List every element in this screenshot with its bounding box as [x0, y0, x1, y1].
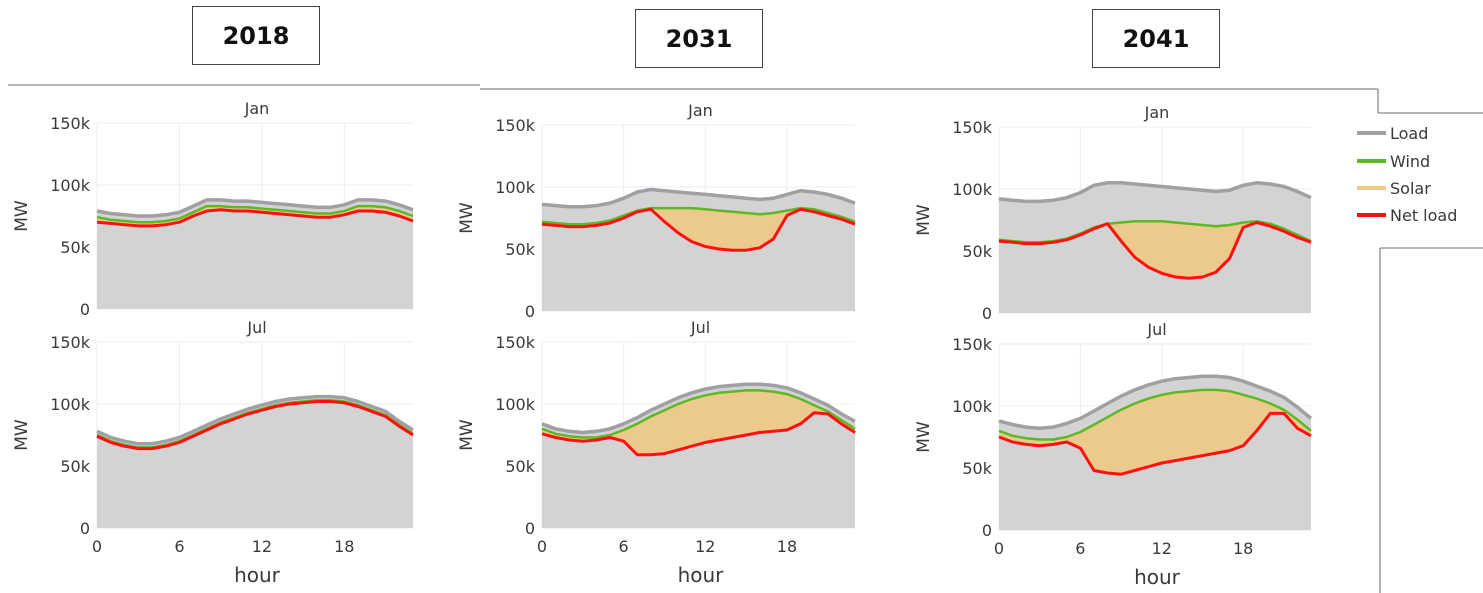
net-load-area: [97, 209, 413, 309]
y-tick-label: 50k: [505, 240, 535, 259]
wind-line: [998, 388, 1312, 441]
net-load-area: [999, 222, 1311, 313]
x-axis-label: hour: [234, 563, 281, 587]
y-tick-label: 100k: [50, 395, 91, 414]
load-line: [998, 181, 1312, 204]
legend-label: Wind: [1390, 152, 1430, 171]
panel-2041-jul: Jul 0 50k 100k 150k MW 0 6 12 18 hour: [914, 320, 1313, 589]
x-axis-label: hour: [1134, 565, 1181, 589]
y-axis-label: MW: [457, 419, 477, 451]
y-tick-label: 150k: [495, 116, 536, 135]
legend-item: Solar: [1357, 179, 1431, 198]
x-tick-label: 0: [994, 539, 1004, 558]
y-tick-label: 0: [80, 300, 90, 319]
panel-2018-jul: Jul 0 50k 100k 150k MW 0 6 12 18 hour: [12, 318, 414, 587]
x-tick-label: 12: [695, 537, 715, 556]
x-tick-label: 0: [92, 537, 102, 556]
solar-area: [999, 389, 1311, 475]
load-line: [541, 187, 856, 209]
wind-line: [541, 389, 856, 439]
net-load-area: [97, 401, 413, 528]
legend-label: Solar: [1390, 179, 1431, 198]
y-tick-label: 0: [982, 521, 992, 540]
y-axis-label: MW: [914, 421, 934, 453]
y-tick-label: 0: [982, 304, 992, 323]
panel-title: Jul: [690, 318, 710, 337]
y-axis-label: MW: [914, 204, 934, 236]
x-tick-label: 18: [1233, 539, 1253, 558]
x-tick-label: 0: [537, 537, 547, 556]
y-axis-label: MW: [12, 419, 32, 451]
x-tick-label: 18: [777, 537, 797, 556]
net-load-line: [998, 221, 1312, 280]
load-line: [96, 394, 414, 446]
panel-title: Jul: [1146, 320, 1166, 339]
net-load-line: [96, 208, 414, 228]
y-tick-label: 50k: [505, 457, 535, 476]
load-line: [541, 382, 856, 435]
x-tick-label: 6: [1075, 539, 1085, 558]
net-load-line: [541, 207, 856, 252]
legend-item: Net load: [1357, 206, 1457, 225]
y-tick-label: 100k: [952, 180, 993, 199]
x-tick-label: 18: [334, 537, 354, 556]
y-tick-label: 150k: [50, 114, 91, 133]
load-area: [999, 182, 1311, 243]
legend-item: Wind: [1357, 152, 1430, 171]
y-tick-label: 150k: [50, 333, 91, 352]
load-area: [97, 199, 413, 223]
legend-label: Load: [1390, 124, 1428, 143]
net-load-area: [999, 413, 1311, 530]
legend-item: Load: [1357, 124, 1428, 143]
load-line: [998, 374, 1313, 431]
net-load-line: [998, 411, 1312, 476]
y-axis-label: MW: [12, 200, 32, 232]
x-tick-label: 6: [174, 537, 184, 556]
y-axis-label: MW: [457, 202, 477, 234]
load-line: [96, 198, 414, 218]
panel-title: Jul: [246, 318, 266, 337]
year-2018-label: 2018: [192, 6, 320, 65]
y-tick-label: 100k: [952, 397, 993, 416]
panel-2031-jul: Jul 0 50k 100k 150k MW 0 6 12 18 hour: [457, 318, 856, 587]
net-load-line: [96, 400, 414, 451]
wind-line: [96, 204, 414, 224]
y-tick-label: 100k: [50, 176, 91, 195]
y-tick-label: 100k: [495, 178, 536, 197]
y-tick-label: 150k: [952, 118, 993, 137]
net-load-line: [541, 411, 856, 457]
legend-label: Net load: [1390, 206, 1457, 225]
solar-area: [97, 206, 413, 226]
load-area: [999, 376, 1311, 440]
y-tick-label: 150k: [495, 333, 536, 352]
y-tick-label: 50k: [962, 242, 992, 261]
y-tick-label: 50k: [60, 457, 90, 476]
panel-2018-jan: Jan 0 50k 100k 150k MW: [12, 99, 414, 319]
x-tick-label: 6: [619, 537, 629, 556]
panel-title: Jan: [1144, 103, 1170, 122]
y-tick-label: 0: [80, 519, 90, 538]
y-tick-label: 0: [525, 519, 535, 538]
x-axis-label: hour: [678, 563, 725, 587]
panel-title: Jan: [244, 99, 270, 118]
solar-area: [542, 390, 855, 455]
panel-title: Jan: [687, 101, 713, 120]
year-2041-label: 2041: [1092, 9, 1220, 68]
y-tick-label: 50k: [60, 238, 90, 257]
year-2031-label: 2031: [635, 9, 763, 68]
panel-2031-jan: Jan 0 50k 100k 150k MW: [457, 101, 856, 321]
y-tick-label: 0: [525, 302, 535, 321]
x-tick-label: 12: [252, 537, 272, 556]
y-tick-label: 150k: [952, 335, 993, 354]
panel-2041-jan: Jan 0 50k 100k 150k MW: [914, 103, 1312, 323]
x-tick-label: 12: [1152, 539, 1172, 558]
y-tick-label: 100k: [495, 395, 536, 414]
y-tick-label: 50k: [962, 459, 992, 478]
legend: Load Wind Solar Net load: [1357, 124, 1457, 225]
